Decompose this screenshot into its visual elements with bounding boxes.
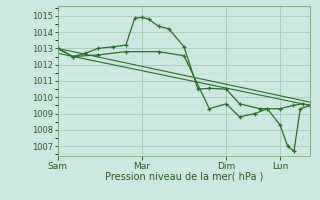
X-axis label: Pression niveau de la mer( hPa ): Pression niveau de la mer( hPa ) bbox=[105, 172, 263, 182]
